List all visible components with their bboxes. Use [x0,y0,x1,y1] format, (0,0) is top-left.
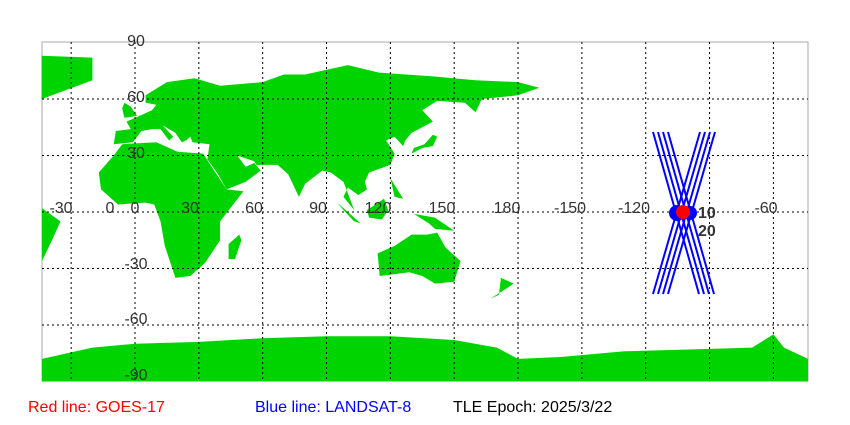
longitude-label: -60 [754,200,777,217]
longitude-label: -150 [554,200,586,217]
land-new-guinea [413,213,455,231]
latitude-label: -60 [124,311,147,328]
latitude-label: -90 [124,367,147,384]
land-borneo [367,198,389,220]
latitude-label: 60 [127,89,145,106]
longitude-label: 120 [365,200,392,217]
goes-position-marker [676,205,690,219]
legend-blue-line: Blue line: LANDSAT-8 [255,399,412,416]
longitude-label: 0 [131,200,140,217]
track-time-label: 10 [698,205,716,222]
axis-labels: -30 0 30 60 90 120 150 180 -150 -120 -60 90 60 30 0 -30… [49,33,777,384]
longitude-label: -30 [49,200,72,217]
longitude-label: 90 [309,200,327,217]
land-greenland [41,55,93,99]
latitude-label: 90 [127,33,145,50]
longitude-label: 150 [429,200,456,217]
longitude-label: -120 [618,200,650,217]
land-philippines [390,178,404,199]
tle-epoch: TLE Epoch: 2025/3/22 [453,399,613,416]
land-australia [377,232,461,284]
longitude-label: 60 [245,200,263,217]
land-africa [98,142,244,278]
latitude-label: -30 [124,256,147,273]
latitude-label: 0 [106,200,115,217]
land-japan [411,134,438,154]
land-madagascar [228,234,242,260]
track-time-label: 20 [698,223,716,240]
legend-red-line: Red line: GOES-17 [28,399,165,416]
longitude-label: 180 [494,200,521,217]
latitude-label: 30 [127,145,145,162]
land-uk [122,102,138,118]
land-antarctica [42,334,808,382]
land-sumatra [337,202,361,224]
land-new-zealand [490,277,514,299]
longitude-label: 30 [181,200,199,217]
land-south-america [42,189,61,316]
grid-lines [42,42,808,381]
